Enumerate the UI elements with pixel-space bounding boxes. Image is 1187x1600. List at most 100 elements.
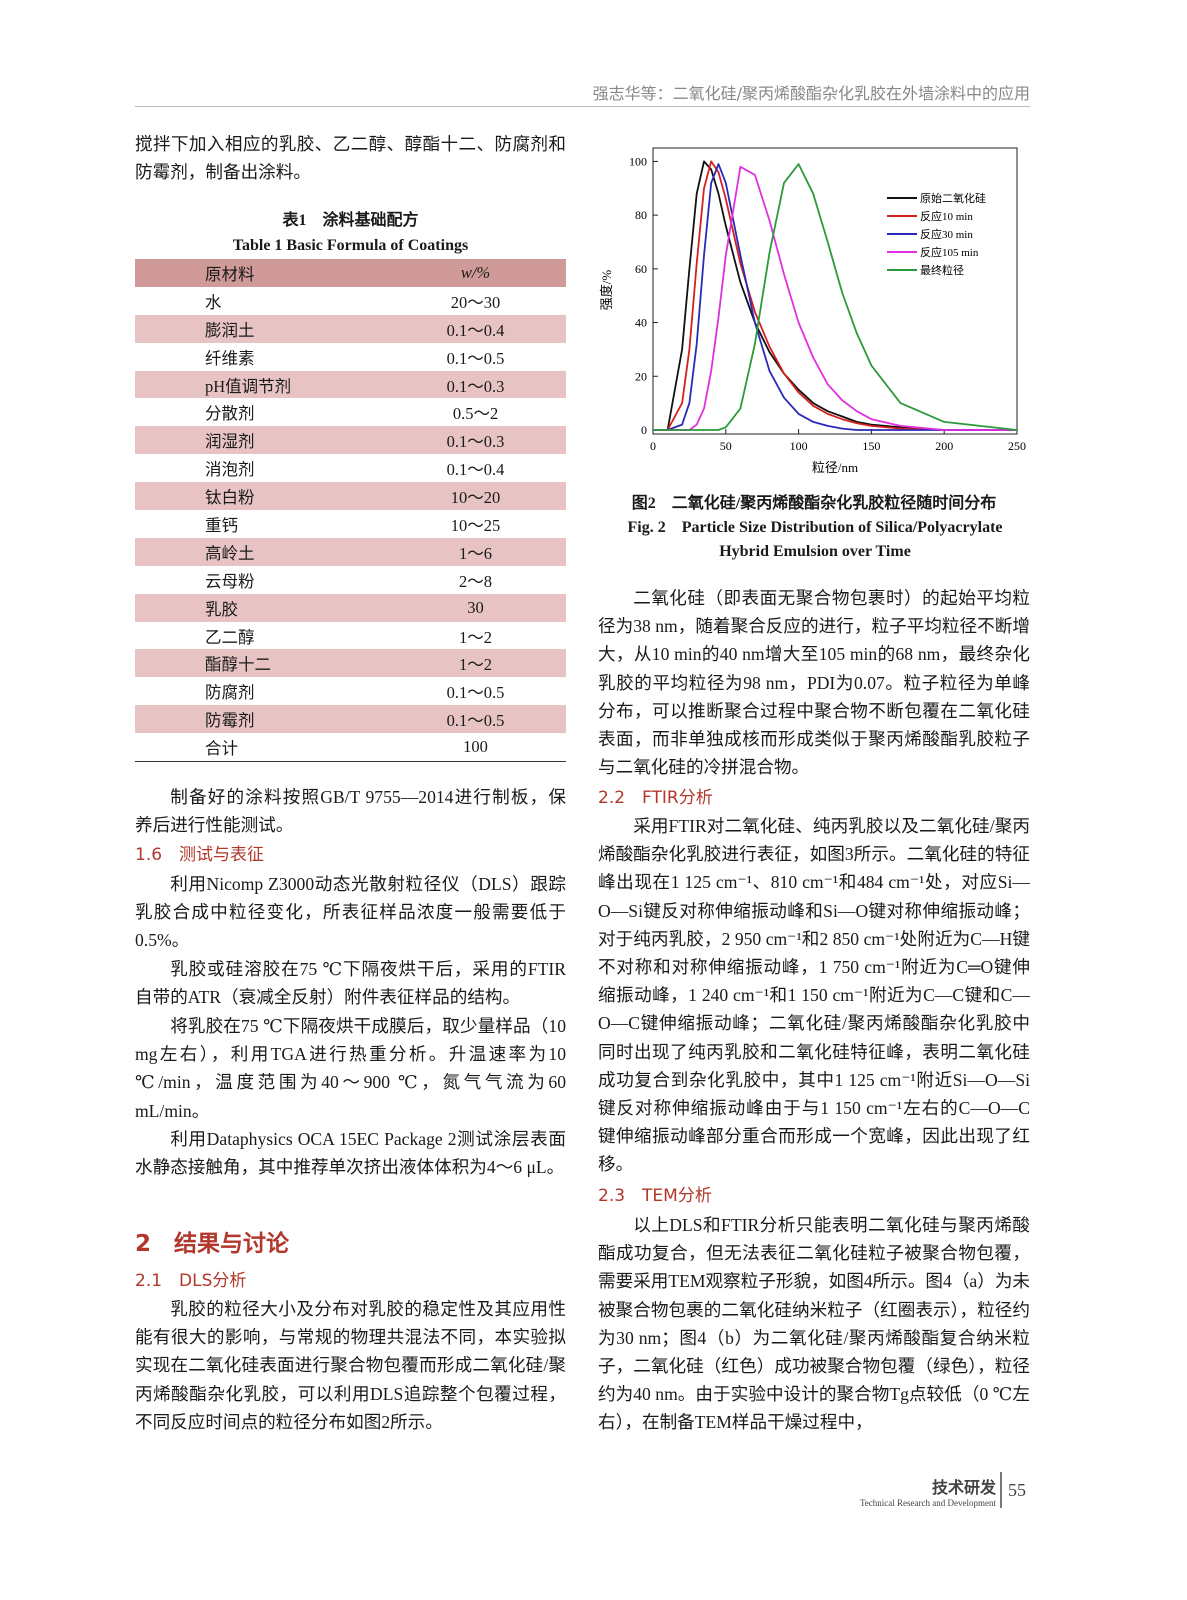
- legend-label: 反应30 min: [920, 227, 973, 241]
- table-row: 防腐剂 0.1～0.5: [135, 677, 566, 705]
- table-wrap: 原材料 w/% 水 20～30 膨润土 0.1～0.4 纤维素 0.1～0.5 pH值调节剂 0.…: [135, 259, 566, 763]
- heading: 1.6 测试与表征: [135, 845, 265, 865]
- table-cell: 高岭土: [135, 537, 385, 566]
- table-cell: 重钙: [205, 515, 238, 535]
- plot-frame: [652, 147, 1018, 435]
- table-cell: 防腐剂: [205, 683, 255, 703]
- x-tick-label: 150: [862, 439, 880, 453]
- table-row: 纤维素 0.1～0.5: [135, 343, 566, 371]
- table-row: 钛白粉 10～20: [135, 482, 566, 511]
- table-cell: 10～20: [385, 482, 566, 511]
- figure-caption-en: Fig. 2 Particle Size Distribution of Sil…: [627, 519, 1003, 560]
- table-row: 原材料 w/%: [135, 259, 566, 287]
- table-cell: 乳胶: [135, 593, 385, 622]
- table-title-en: Table 1 Basic Formula of Coatings: [232, 237, 469, 254]
- paragraph: 以上DLS和FTIR分析只能表明二氧化硅与聚丙烯酸酯成功复合，但无法表征二氧化硅…: [598, 1215, 1031, 1433]
- x-tick-label: 200: [935, 439, 953, 453]
- table-cell: 100: [463, 737, 488, 757]
- table-cell: pH值调节剂: [135, 370, 385, 399]
- table-row: 合计 100: [135, 733, 566, 761]
- footer-section: 技术研发: [931, 1478, 996, 1497]
- table-row: 消泡剂 0.1～0.4: [135, 454, 566, 482]
- paragraph: 利用Nicomp Z3000动态光散射粒径仪（DLS）跟踪乳胶合成中粒径变化，所…: [135, 874, 566, 951]
- paragraph: 乳胶或硅溶胶在75 ℃下隔夜烘干后，采用的FTIR自带的ATR（衰减全反射）附件…: [135, 959, 566, 1008]
- table-cell: 0.1～0.4: [446, 460, 505, 480]
- table-cell: 润湿剂: [135, 426, 385, 455]
- table-cell: 10～25: [450, 515, 501, 535]
- x-tick-label: 250: [1008, 439, 1026, 453]
- table-cell: 酯醇十二: [135, 649, 385, 678]
- table-row: 云母粉 2～8: [135, 566, 566, 594]
- table-cell: 0.1～0.5: [446, 348, 505, 368]
- table-row: 防霉剂 0.1～0.5: [135, 705, 566, 734]
- table-row: 高岭土 1～6: [135, 537, 566, 566]
- table-cell: 膨润土: [135, 314, 385, 343]
- table-cell: 水: [205, 292, 222, 312]
- paragraph: 乳胶的粒径大小及分布对乳胶的稳定性及其应用性能有很大的影响，与常规的物理共混法不…: [135, 1299, 566, 1432]
- x-tick-label: 50: [720, 439, 732, 453]
- heading: 2.1 DLS分析: [135, 1271, 247, 1291]
- table-row: 酯醇十二 1～2: [135, 649, 566, 678]
- series-line: [653, 163, 1018, 431]
- table-row: 膨润土 0.1～0.4: [135, 314, 566, 343]
- table-row: 分散剂 0.5～2: [135, 398, 566, 426]
- table-cell: 0.1～0.4: [385, 314, 566, 343]
- table-title: 表1 涂料基础配方: [282, 212, 419, 229]
- chart: 强度/% 粒径/nm 0 50 100 150 200 250 0 20 40 60 80 100 原始…: [599, 147, 1026, 475]
- table-cell: 云母粉: [205, 571, 255, 591]
- table-cell: w/%: [385, 259, 566, 287]
- paragraph: 采用FTIR对二氧化硅、纯丙乳胶以及二氧化硅/聚丙烯酸酯杂化乳胶进行表征，如图3…: [598, 816, 1030, 1175]
- table-row: pH值调节剂 0.1～0.3: [135, 370, 566, 399]
- table-cell: 0.1～0.3: [385, 370, 566, 399]
- y-tick-label: 20: [635, 369, 647, 383]
- x-tick-label: 0: [650, 439, 656, 453]
- table-cell: 30: [385, 593, 566, 622]
- footer-section-en: Technical Research and Development: [859, 1498, 996, 1508]
- y-tick-label: 100: [629, 154, 647, 168]
- table-cell: 防霉剂: [135, 705, 385, 734]
- heading: 2 结果与讨论: [135, 1231, 290, 1257]
- table-cell: 0.1～0.3: [385, 426, 566, 455]
- table-cell: 原材料: [135, 259, 385, 287]
- running-header: 强志华等：二氧化硅/聚丙烯酸酯杂化乳胶在外墙涂料中的应用: [592, 84, 1030, 103]
- y-tick-label: 40: [635, 316, 647, 330]
- table-cell: 分散剂: [205, 404, 255, 424]
- x-axis-label: 粒径/nm: [812, 460, 858, 475]
- series-line: [653, 160, 1017, 431]
- series-line: [653, 160, 1017, 431]
- table-cell: 0.5～2: [452, 404, 499, 424]
- table: 原材料 w/% 水 20～30 膨润土 0.1～0.4 纤维素 0.1～0.5 pH值调节剂 0.…: [135, 259, 566, 763]
- table-cell: 1～2: [459, 627, 492, 647]
- paragraph: 将乳胶在75 ℃下隔夜烘干成膜后，取少量样品（10 mg左右），利用TGA进行热…: [135, 1016, 566, 1121]
- table-row: 乙二醇 1～2: [135, 622, 566, 650]
- paragraph: 二氧化硅（即表面无聚合物包裹时）的起始平均粒径为38 nm，随着聚合反应的进行，…: [598, 588, 1030, 778]
- footer-bar: [1000, 1472, 1002, 1508]
- table-cell: 2～8: [459, 571, 492, 591]
- series-line: [653, 165, 1017, 431]
- x-tick-label: 100: [790, 439, 808, 453]
- legend-label: 最终粒径: [920, 263, 964, 277]
- heading: 2.2 FTIR分析: [598, 788, 713, 808]
- y-tick-label: 60: [635, 262, 647, 276]
- table-row: 润湿剂 0.1～0.3: [135, 426, 566, 455]
- series-line: [653, 163, 1017, 431]
- table-cell: 纤维素: [205, 348, 255, 368]
- table-row: 乳胶 30: [135, 593, 566, 622]
- table-cell: 钛白粉: [135, 482, 385, 511]
- legend-label: 反应105 min: [920, 245, 979, 259]
- table-cell: 0.1～0.5: [446, 683, 505, 703]
- footer: 技术研发 Technical Research and Development: [800, 1474, 996, 1508]
- table-row: 重钙 10～25: [135, 510, 566, 538]
- figure-caption: 图2 二氧化硅/聚丙烯酸酯杂化乳胶粒径随时间分布: [631, 495, 997, 512]
- y-axis-label: 强度/%: [599, 270, 614, 311]
- legend-label: 原始二氧化硅: [920, 191, 986, 205]
- paragraph: 搅拌下加入相应的乳胶、乙二醇、醇酯十二、防腐剂和防霉剂，制备出涂料。: [135, 134, 566, 183]
- legend-label: 反应10 min: [920, 209, 973, 223]
- table-cell: 乙二醇: [205, 627, 255, 647]
- page-number: 55: [1008, 1480, 1026, 1500]
- table-cell: 20～30: [450, 292, 501, 312]
- table-cell: 1～2: [385, 649, 566, 678]
- table-row: 水 20～30: [135, 287, 566, 315]
- y-tick-label: 0: [641, 423, 647, 437]
